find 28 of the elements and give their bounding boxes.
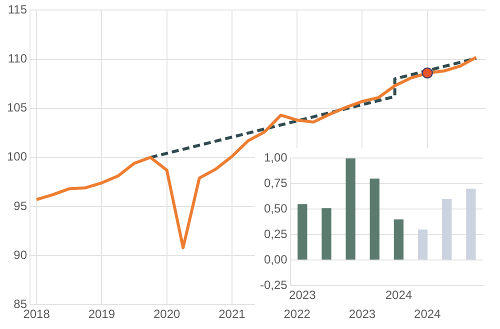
x-tick-label: 2024 xyxy=(385,288,412,302)
y-tick-label: 0,00 xyxy=(264,252,288,266)
x-tick-label: 2022 xyxy=(284,307,311,322)
y-tick-label: -0,25 xyxy=(260,278,288,292)
bar xyxy=(298,204,308,260)
bar xyxy=(370,178,380,260)
bar xyxy=(394,219,404,260)
bar xyxy=(418,230,428,260)
y-tick-label: 0,75 xyxy=(264,176,288,190)
bar xyxy=(346,158,356,260)
x-tick-label: 2019 xyxy=(88,307,116,322)
bar xyxy=(322,208,332,260)
x-tick-label: 2020 xyxy=(153,307,180,322)
bar xyxy=(466,188,476,260)
x-tick-label: 2021 xyxy=(218,307,246,322)
y-tick-label: 90 xyxy=(14,248,28,262)
x-tick-label: 2023 xyxy=(289,288,316,302)
y-tick-label: 110 xyxy=(8,52,28,66)
y-tick-label: 105 xyxy=(6,100,28,115)
y-tick-label: 1,00 xyxy=(264,150,288,165)
y-tick-label: 0,25 xyxy=(264,226,288,241)
y-tick-label: 115 xyxy=(8,2,28,17)
x-tick-label: 2023 xyxy=(348,307,376,322)
bar xyxy=(442,198,452,260)
y-tick-label: 100 xyxy=(6,150,28,164)
y-tick-label: 95 xyxy=(14,198,28,213)
x-tick-label: 2024 xyxy=(414,307,442,322)
y-tick-label: 0,50 xyxy=(264,201,288,216)
